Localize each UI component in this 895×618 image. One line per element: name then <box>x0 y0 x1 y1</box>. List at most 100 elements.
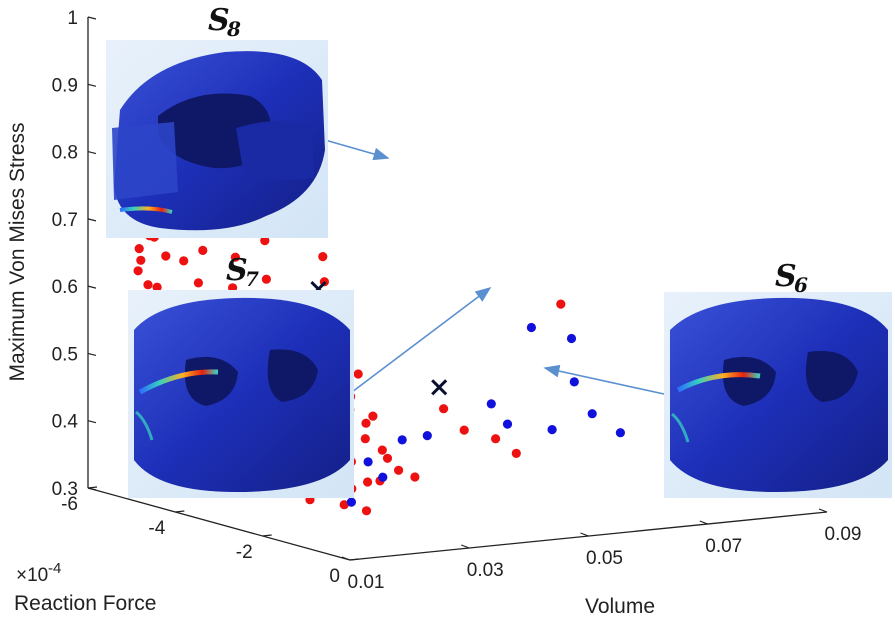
red-data-point <box>152 282 162 292</box>
red-data-point <box>377 445 387 455</box>
z-tick-label: 0.8 <box>52 143 78 164</box>
blue-data-point <box>422 431 432 441</box>
red-data-point <box>360 434 370 444</box>
label-s7: S 7 <box>226 253 259 291</box>
red-data-point <box>382 453 393 463</box>
red-data-point <box>459 425 469 435</box>
y-tick-mark <box>175 510 185 513</box>
x-ticks: 0.01 0.03 0.05 0.07 0.09 <box>341 508 862 593</box>
red-data-point <box>261 274 271 284</box>
blue-data-point <box>547 425 557 435</box>
red-data-point <box>198 245 208 255</box>
x-tick-mark <box>341 556 351 561</box>
x-tick-label: 0.01 <box>348 572 385 593</box>
red-data-point <box>134 244 144 254</box>
arrow-s8 <box>317 137 390 161</box>
z-ticks: 0.3 0.4 0.5 0.6 0.7 0.8 0.9 1 <box>52 8 97 500</box>
red-data-point <box>410 472 420 482</box>
y-scale-exponent: -4 <box>48 560 61 577</box>
y-scale-factor: ×10 -4 <box>16 560 61 586</box>
blue-data-point <box>502 419 513 429</box>
blue-data-point <box>566 333 577 344</box>
x-tick-label: 0.07 <box>705 536 742 557</box>
z-tick-label: 0.9 <box>52 75 78 96</box>
label-s6: S 6 <box>775 259 808 297</box>
inset-s8 <box>106 40 328 238</box>
y-tick-label: -4 <box>148 518 165 539</box>
blue-data-point <box>569 377 579 387</box>
x-marker-stroke <box>431 379 448 396</box>
x-tick-mark <box>461 544 470 549</box>
red-data-point <box>363 477 373 487</box>
x-axis-label: Volume <box>585 595 655 618</box>
z-tick-mark <box>87 16 97 20</box>
z-tick-mark <box>87 285 97 289</box>
z-tick-label: 0.4 <box>52 412 79 433</box>
label-s7-main: S <box>226 253 248 288</box>
x-tick-mark <box>818 508 828 513</box>
label-s6-main: S <box>775 259 797 294</box>
inset-s6 <box>664 292 892 498</box>
y-tick-label: 0 <box>329 566 340 587</box>
y-axis-line <box>87 487 351 561</box>
z-tick-label: 0.5 <box>52 344 78 365</box>
y-tick-mark <box>262 534 272 537</box>
red-data-point <box>394 465 404 475</box>
x-tick-label: 0.05 <box>586 548 623 569</box>
red-data-point <box>318 252 328 262</box>
x-tick-label: 0.09 <box>825 524 862 545</box>
axes: 0.30.40.50.60.70.80.91 -6-4-20 0.010.030… <box>52 8 862 593</box>
z-tick-label: 0.7 <box>52 210 78 231</box>
red-data-point <box>556 299 566 309</box>
red-data-point <box>133 266 143 276</box>
blue-data-point <box>615 428 626 438</box>
x-tick-mark <box>580 532 589 537</box>
arrow-s7 <box>351 287 492 393</box>
highlight-marker-s6 <box>431 379 448 396</box>
z-tick-label: 0.6 <box>52 277 78 298</box>
mesh-render-s8 <box>112 51 325 231</box>
mesh-render-s6 <box>670 297 888 492</box>
z-tick-label: 0.3 <box>52 479 78 500</box>
label-s8-main: S <box>208 3 230 38</box>
blue-data-point <box>363 457 373 467</box>
z-tick-mark <box>87 420 97 424</box>
red-data-point <box>491 434 501 444</box>
z-tick-mark <box>87 352 97 357</box>
y-scale-base: ×10 <box>16 565 48 586</box>
red-data-point <box>260 236 270 246</box>
z-tick-label: 1 <box>67 8 78 29</box>
blue-data-point <box>526 322 537 333</box>
inset-s7 <box>128 290 354 498</box>
blue-data-point <box>346 497 356 507</box>
red-data-point <box>161 251 171 261</box>
red-data-point <box>193 278 203 288</box>
red-data-point <box>368 411 378 421</box>
red-data-point <box>511 448 521 458</box>
y-tick-label: -6 <box>61 494 78 515</box>
y-axis-label: Reaction Force <box>14 592 156 615</box>
red-data-point <box>353 369 363 379</box>
red-data-point <box>339 500 349 510</box>
red-data-point <box>136 255 146 265</box>
callout-arrows <box>317 137 665 395</box>
blue-data-point <box>397 435 407 445</box>
label-s8-sub: 8 <box>226 17 241 41</box>
red-data-point <box>179 256 189 266</box>
y-ticks: -6 -4 -2 0 <box>61 486 360 587</box>
label-s8: S 8 <box>208 3 241 41</box>
z-tick-mark <box>87 218 97 222</box>
label-s7-sub: 7 <box>245 267 259 291</box>
red-data-point <box>361 418 371 428</box>
label-s6-sub: 6 <box>794 273 808 297</box>
z-axis-label: Maximum Von Mises Stress <box>6 122 29 381</box>
y-tick-mark <box>87 486 98 489</box>
blue-data-point <box>587 409 597 419</box>
red-data-point <box>230 252 240 262</box>
arrow-s6 <box>543 364 665 395</box>
red-data-point <box>361 506 372 516</box>
x-tick-mark <box>699 520 708 525</box>
y-tick-mark <box>349 558 360 561</box>
red-data-point <box>439 404 449 414</box>
